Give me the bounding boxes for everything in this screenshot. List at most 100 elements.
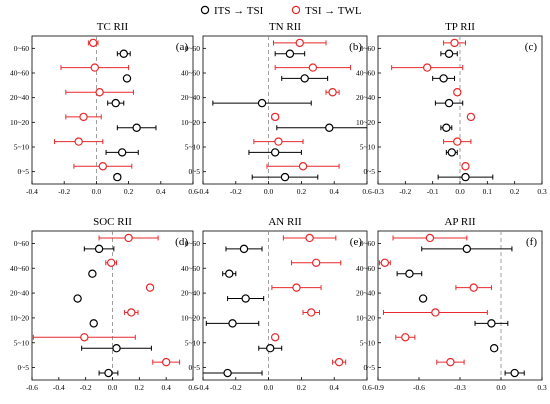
x-tick-label: 0.2 xyxy=(510,187,520,196)
panel-title: TN RII xyxy=(269,21,301,33)
data-point xyxy=(405,269,414,278)
data-point xyxy=(270,333,280,342)
y-tick-label: 10~20 xyxy=(181,313,200,322)
y-tick-label: 5~10 xyxy=(185,338,201,347)
data-point xyxy=(94,244,104,254)
x-tick-label: 0.4 xyxy=(330,187,340,196)
y-tick-label: 20~40 xyxy=(10,93,29,102)
y-tick-label: 0~5 xyxy=(188,363,200,372)
x-tick-label: -0.1 xyxy=(427,187,439,196)
x-tick-label: -0.6 xyxy=(26,383,38,392)
data-point xyxy=(88,38,98,48)
data-point xyxy=(225,269,234,278)
x-tick-label: 0.0 xyxy=(496,383,506,392)
y-tick-label: 40~60 xyxy=(356,69,375,78)
y-tick-label: 40~60 xyxy=(10,69,29,78)
panel-letter: (d) xyxy=(175,236,188,248)
x-tick-label: -0.6 xyxy=(413,383,425,392)
panel-2: TN RII -0.4 -0.2 0.0 0.2 0.4 0.6 0~5 5~10 10~20 20… xyxy=(181,21,372,196)
x-tick-label: 0.0 xyxy=(92,187,102,196)
y-tick-label: 5~10 xyxy=(360,143,376,152)
data-point xyxy=(461,162,470,171)
legend-label-its-tsi: ITS → TSI xyxy=(214,5,264,17)
data-point xyxy=(311,258,321,267)
data-point xyxy=(431,308,440,317)
x-tick-label: 0.6 xyxy=(362,187,372,196)
data-point xyxy=(439,74,448,83)
panel-title: AP RII xyxy=(444,216,475,228)
data-point xyxy=(305,233,314,243)
data-point xyxy=(510,368,519,378)
x-tick-label: -0.4 xyxy=(53,383,65,392)
panel-1: TC RII -0.4 -0.2 0.0 0.2 0.4 0.6 0~5 5~10 10~20 20… xyxy=(10,21,198,196)
y-tick-label: 0~60 xyxy=(14,239,30,248)
data-point xyxy=(334,357,344,367)
panel-title: TP RII xyxy=(445,21,475,33)
data-point xyxy=(328,88,337,97)
data-point xyxy=(241,294,250,303)
panel-title: AN RII xyxy=(268,216,302,228)
data-point xyxy=(223,368,232,378)
panel-letter: (e) xyxy=(350,236,363,248)
panel-4: SOC RII -0.6 -0.4 -0.2 0.0 0.2 0.4 0.6 0~5 5~10 10… xyxy=(10,216,198,392)
data-point xyxy=(74,137,83,146)
data-point xyxy=(442,123,451,132)
y-tick-label: 10~20 xyxy=(356,313,375,322)
y-tick-label: 20~40 xyxy=(10,289,29,298)
data-point xyxy=(112,344,121,353)
data-point xyxy=(418,294,428,303)
plot-frame xyxy=(202,35,368,185)
x-tick-label: 0.3 xyxy=(537,187,547,196)
x-tick-label: 0.4 xyxy=(161,383,171,392)
panel-title: TC RII xyxy=(97,21,129,33)
y-tick-label: 0~5 xyxy=(363,363,375,372)
y-tick-label: 40~60 xyxy=(181,264,200,273)
y-tick-label: 0~60 xyxy=(360,239,376,248)
data-point xyxy=(95,88,104,97)
data-point xyxy=(453,137,462,146)
y-tick-label: 5~10 xyxy=(185,143,201,152)
data-point xyxy=(295,38,304,48)
x-tick-label: 0.0 xyxy=(108,383,118,392)
data-point xyxy=(298,162,308,171)
data-point xyxy=(444,98,454,108)
data-point xyxy=(423,63,432,72)
panel-6: AP RII -0.9 -0.6 -0.3 0.0 0.3 0~5 5~10 10~20 20~4… xyxy=(356,216,547,392)
data-point xyxy=(307,308,316,317)
data-point xyxy=(257,98,267,108)
x-tick-label: 0.2 xyxy=(135,383,145,392)
panels: TC RII -0.4 -0.2 0.0 0.2 0.4 0.6 0~5 5~10 10~20 20… xyxy=(10,21,547,392)
x-tick-label: -0.3 xyxy=(454,383,466,392)
data-point xyxy=(461,172,470,182)
y-tick-label: 0~60 xyxy=(185,239,201,248)
legend-entry-tsi-twl: TSI → TWL xyxy=(291,5,362,17)
data-point xyxy=(466,112,476,122)
y-tick-label: 20~40 xyxy=(181,289,200,298)
panel-letter: (c) xyxy=(525,41,538,53)
data-point xyxy=(111,98,120,108)
x-tick-label: 0.3 xyxy=(537,383,547,392)
x-tick-label: -0.2 xyxy=(399,187,411,196)
data-point xyxy=(98,162,108,171)
data-point xyxy=(228,319,237,328)
y-tick-label: 20~40 xyxy=(356,289,375,298)
y-tick-label: 20~40 xyxy=(356,93,375,102)
y-tick-label: 10~20 xyxy=(181,118,200,127)
data-point xyxy=(73,294,82,303)
panel-title: SOC RII xyxy=(93,216,132,228)
x-tick-label: 0.6 xyxy=(188,383,198,392)
x-tick-label: 0.0 xyxy=(455,187,465,196)
x-tick-label: 0.4 xyxy=(156,187,166,196)
data-point xyxy=(89,319,98,328)
data-point xyxy=(117,148,127,157)
y-tick-label: 40~60 xyxy=(10,264,29,273)
data-point xyxy=(124,233,133,243)
data-point xyxy=(292,283,301,292)
y-tick-label: 0~60 xyxy=(360,44,376,53)
y-tick-label: 0~5 xyxy=(17,363,29,372)
legend-marker-its-tsi xyxy=(200,5,210,15)
data-point xyxy=(122,74,132,83)
y-tick-label: 40~60 xyxy=(356,264,375,273)
y-tick-label: 0~5 xyxy=(17,167,29,176)
legend-marker-tsi-twl xyxy=(291,5,301,15)
